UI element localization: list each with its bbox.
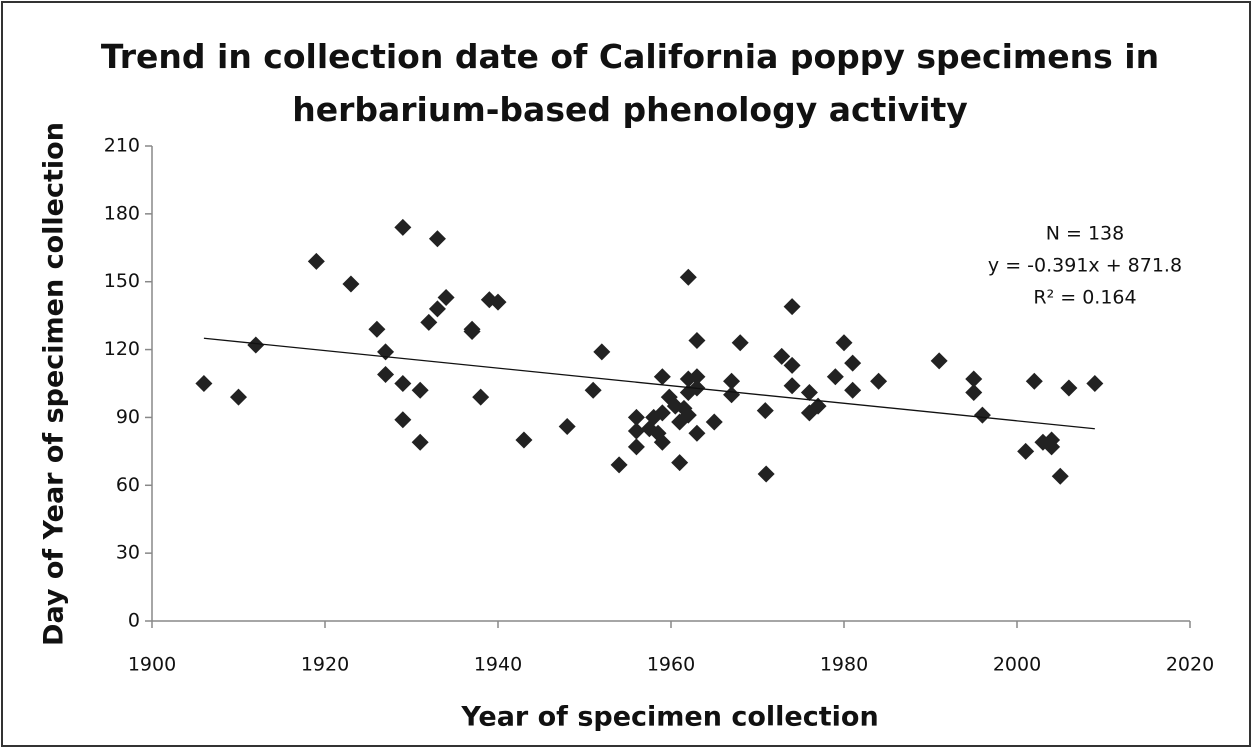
point — [472, 388, 490, 406]
point — [463, 320, 481, 338]
point — [723, 386, 741, 404]
point — [230, 388, 247, 406]
y-tick-label: 60 — [116, 474, 140, 496]
point — [558, 417, 576, 435]
point — [515, 431, 533, 449]
point — [844, 381, 862, 399]
x-tick-label: 2020 — [1166, 654, 1214, 676]
point — [930, 352, 948, 370]
y-tick-label: 90 — [116, 406, 140, 428]
point — [1017, 442, 1035, 460]
point — [705, 413, 723, 431]
point — [1060, 379, 1078, 397]
y-tick-label: 30 — [116, 542, 140, 564]
trendline — [203, 337, 1095, 430]
point — [627, 422, 645, 440]
point — [584, 381, 602, 399]
point — [593, 343, 611, 361]
point — [844, 354, 862, 372]
point — [627, 438, 645, 456]
point — [342, 275, 360, 293]
point — [489, 293, 507, 311]
point — [368, 320, 386, 338]
point — [437, 289, 455, 307]
point — [835, 334, 853, 352]
point — [757, 465, 775, 483]
x-tick-label: 1900 — [128, 654, 176, 676]
point — [679, 406, 697, 424]
point — [428, 230, 446, 248]
x-tick-label: 1980 — [820, 654, 868, 676]
point — [809, 397, 827, 415]
point — [307, 252, 325, 270]
y-tick-label: 210 — [104, 135, 140, 157]
y-tick-label: 0 — [128, 610, 140, 632]
point — [973, 406, 991, 424]
chart-title: Trend in collection date of California p… — [100, 37, 1160, 129]
point — [783, 377, 801, 395]
x-tick-label: 1920 — [301, 654, 349, 676]
point — [411, 433, 429, 451]
point — [420, 313, 438, 331]
point — [627, 408, 645, 426]
point — [688, 368, 706, 386]
point — [688, 424, 706, 442]
point — [965, 370, 983, 388]
point — [653, 404, 671, 422]
point — [610, 456, 628, 474]
point — [773, 347, 791, 365]
point — [394, 411, 412, 429]
point — [783, 298, 801, 316]
point — [723, 372, 741, 390]
point — [394, 375, 412, 392]
point — [1043, 431, 1061, 449]
y-tick-label: 180 — [104, 202, 140, 224]
y-axis-label: Day of Year of specimen collection — [39, 122, 70, 646]
point — [783, 356, 801, 374]
point — [688, 332, 706, 350]
point — [653, 433, 671, 451]
point — [1086, 375, 1104, 392]
y-tick-label: 150 — [104, 270, 140, 292]
point — [671, 454, 689, 472]
annotation: y = -0.391x + 871.8 — [988, 255, 1182, 277]
y-tick-label: 120 — [104, 338, 140, 360]
point — [653, 368, 671, 386]
point — [965, 384, 983, 402]
point — [394, 218, 412, 236]
point — [800, 384, 818, 402]
point — [1025, 372, 1043, 390]
point — [1051, 467, 1069, 485]
point — [411, 381, 429, 399]
annotation: R² = 0.164 — [1033, 287, 1136, 309]
point — [428, 300, 446, 318]
annotation: N = 138 — [1046, 223, 1124, 245]
point — [870, 372, 888, 390]
point — [826, 368, 844, 386]
point — [679, 268, 697, 286]
point — [756, 402, 774, 420]
x-axis-label: Year of specimen collection — [460, 702, 878, 733]
point — [247, 336, 265, 354]
x-tick-label: 1940 — [474, 654, 522, 676]
x-tick-label: 1960 — [647, 654, 695, 676]
x-tick-label: 2000 — [993, 654, 1041, 676]
point — [377, 365, 395, 383]
point — [195, 375, 213, 392]
point — [731, 334, 749, 352]
